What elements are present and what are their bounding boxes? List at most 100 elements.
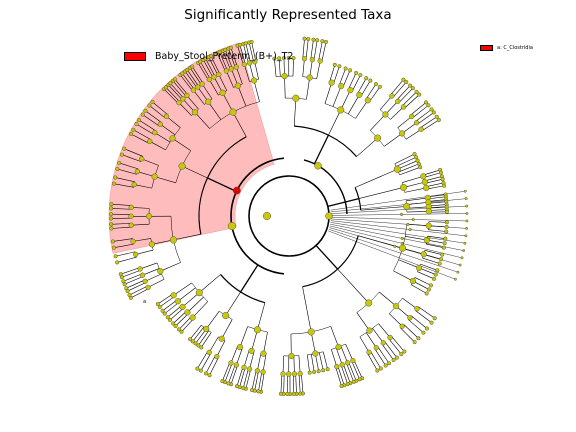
taxon-node bbox=[398, 130, 406, 137]
taxon-node bbox=[463, 241, 467, 245]
taxon-node bbox=[142, 278, 148, 284]
branch-line bbox=[149, 141, 166, 151]
taxon-node bbox=[134, 168, 140, 175]
branch-line bbox=[142, 268, 160, 276]
branch-line bbox=[306, 77, 310, 100]
branch-line bbox=[140, 262, 158, 270]
taxon-node bbox=[416, 336, 421, 341]
taxon-node bbox=[408, 83, 413, 88]
branch-line bbox=[111, 208, 132, 210]
taxon-node bbox=[394, 355, 399, 360]
branch-line bbox=[157, 293, 173, 305]
branch-line bbox=[159, 296, 175, 308]
taxon-node bbox=[425, 222, 432, 229]
branch-line bbox=[198, 330, 209, 346]
branch-line bbox=[209, 79, 219, 96]
taxon-node bbox=[185, 67, 190, 72]
taxon-node bbox=[218, 335, 225, 342]
taxon-node bbox=[222, 312, 230, 320]
branch-line bbox=[274, 58, 277, 77]
branch-line bbox=[216, 340, 226, 357]
taxon-node bbox=[278, 391, 283, 396]
taxon-node bbox=[302, 36, 307, 41]
taxon-node bbox=[373, 345, 379, 351]
branch-line bbox=[337, 268, 369, 304]
taxon-node bbox=[291, 391, 296, 396]
taxon-node bbox=[335, 343, 342, 350]
branch-line bbox=[205, 310, 220, 330]
taxon-node bbox=[172, 77, 177, 82]
taxon-node bbox=[424, 100, 429, 105]
branch-line bbox=[318, 352, 324, 371]
branch-line bbox=[121, 269, 141, 278]
branch-line bbox=[226, 70, 234, 88]
taxon-node bbox=[148, 241, 155, 248]
taxon-node bbox=[443, 236, 448, 241]
branch-line bbox=[402, 91, 417, 107]
branch-line bbox=[324, 82, 332, 104]
branch-line bbox=[263, 331, 268, 354]
taxon-node bbox=[277, 56, 282, 61]
branch-line bbox=[236, 347, 243, 366]
taxon-node bbox=[463, 189, 467, 193]
branch-line bbox=[262, 354, 267, 372]
branch-line bbox=[166, 116, 181, 128]
branch-line bbox=[165, 87, 180, 103]
branch-line bbox=[258, 371, 263, 392]
taxon-node bbox=[180, 71, 185, 76]
branch-line bbox=[321, 41, 327, 62]
taxon-node bbox=[421, 330, 426, 335]
taxon-node bbox=[229, 108, 237, 116]
taxon-node bbox=[256, 389, 261, 394]
branch-line bbox=[366, 332, 377, 348]
taxon-node bbox=[387, 334, 393, 341]
taxon-node bbox=[432, 316, 437, 321]
taxon-node bbox=[214, 353, 220, 360]
taxon-node bbox=[191, 109, 199, 116]
taxon-node bbox=[252, 59, 258, 65]
branch-line bbox=[124, 276, 144, 285]
branch-line bbox=[131, 207, 150, 209]
taxon-node bbox=[453, 277, 457, 281]
taxon-node bbox=[193, 341, 198, 346]
taxon-node bbox=[243, 41, 248, 46]
branch-line bbox=[131, 223, 150, 226]
taxon-node bbox=[150, 99, 155, 104]
branch-line bbox=[335, 366, 342, 387]
branch-line bbox=[192, 301, 208, 318]
taxon-node bbox=[462, 249, 466, 252]
taxon-node bbox=[399, 244, 407, 252]
branch-line bbox=[390, 106, 404, 120]
taxon-node bbox=[297, 371, 303, 377]
taxon-node bbox=[399, 352, 404, 357]
taxon-node bbox=[285, 391, 290, 396]
taxon-node bbox=[378, 366, 383, 371]
taxon-node bbox=[198, 368, 203, 373]
branch-line bbox=[174, 79, 188, 95]
branch-line bbox=[203, 59, 214, 78]
taxon-node bbox=[131, 181, 137, 188]
branch-line bbox=[134, 184, 152, 189]
taxon-node bbox=[241, 386, 246, 391]
taxon-node bbox=[109, 206, 114, 211]
branch-line bbox=[167, 305, 182, 318]
branch-line bbox=[403, 181, 425, 188]
taxon-node bbox=[169, 236, 177, 244]
branch-line bbox=[112, 238, 133, 242]
branch-line bbox=[340, 90, 351, 111]
taxon-node bbox=[157, 121, 163, 127]
taxon-node bbox=[109, 216, 114, 221]
taxon-node bbox=[317, 58, 323, 64]
taxon-node bbox=[109, 222, 114, 227]
taxon-node bbox=[124, 286, 129, 291]
taxon-node bbox=[332, 62, 337, 67]
branch-line bbox=[205, 355, 216, 374]
branch-line bbox=[357, 78, 367, 95]
branch-line bbox=[243, 350, 250, 368]
branch-line bbox=[377, 346, 390, 364]
taxon-node bbox=[339, 362, 345, 368]
branch-line bbox=[329, 64, 336, 83]
taxon-node bbox=[429, 320, 434, 325]
taxon-node bbox=[286, 56, 291, 61]
taxon-node bbox=[241, 364, 247, 371]
